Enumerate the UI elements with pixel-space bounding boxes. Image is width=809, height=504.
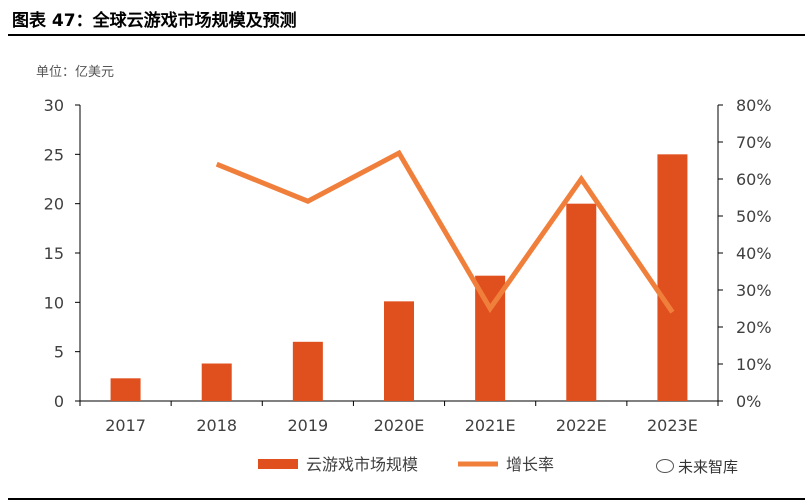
legend-label-bar: 云游戏市场规模 [306, 455, 418, 474]
watermark: 未来智库 [656, 456, 738, 477]
unit-label: 单位：亿美元 [36, 65, 115, 80]
right-axis-tick-label: 20% [736, 318, 772, 337]
left-axis-tick-label: 0 [54, 392, 64, 411]
left-axis-tick-label: 30 [44, 96, 64, 115]
right-axis-tick-label: 70% [736, 133, 772, 152]
bar [657, 154, 688, 401]
right-axis-tick-label: 30% [736, 281, 772, 300]
x-axis-tick-label: 2017 [105, 416, 146, 435]
right-axis-tick-label: 50% [736, 207, 772, 226]
right-axis-tick-label: 60% [736, 170, 772, 189]
right-axis-tick-label: 10% [736, 355, 772, 374]
top-rule [8, 34, 805, 36]
bar [110, 378, 141, 401]
legend-swatch-bar [258, 459, 298, 469]
x-axis-tick-label: 2018 [196, 416, 237, 435]
left-axis-tick-label: 15 [44, 244, 64, 263]
x-axis-tick-label: 2023E [647, 416, 698, 435]
right-axis-tick-label: 0% [736, 392, 761, 411]
bar [292, 341, 323, 401]
growth-rate-line [215, 149, 675, 314]
x-axis-tick-label: 2021E [465, 416, 516, 435]
left-axis-tick-label: 25 [44, 145, 64, 164]
x-axis-tick-label: 2022E [556, 416, 607, 435]
bar [384, 301, 414, 401]
right-axis-tick-label: 80% [736, 96, 772, 115]
chart-title: 图表 47：全球云游戏市场规模及预测 [12, 11, 297, 31]
wechat-icon [656, 459, 674, 473]
left-axis-tick-label: 5 [54, 343, 64, 362]
x-axis-tick-label: 2020E [374, 416, 425, 435]
left-axis-tick-label: 20 [44, 195, 64, 214]
watermark-text: 未来智库 [678, 458, 739, 476]
legend-label-line: 增长率 [506, 455, 554, 474]
bar [566, 203, 597, 401]
bar [201, 363, 232, 401]
left-axis-tick-label: 10 [44, 293, 64, 312]
right-axis-tick-label: 40% [736, 244, 772, 263]
bottom-rule [8, 498, 805, 500]
x-axis-tick-label: 2019 [287, 416, 328, 435]
